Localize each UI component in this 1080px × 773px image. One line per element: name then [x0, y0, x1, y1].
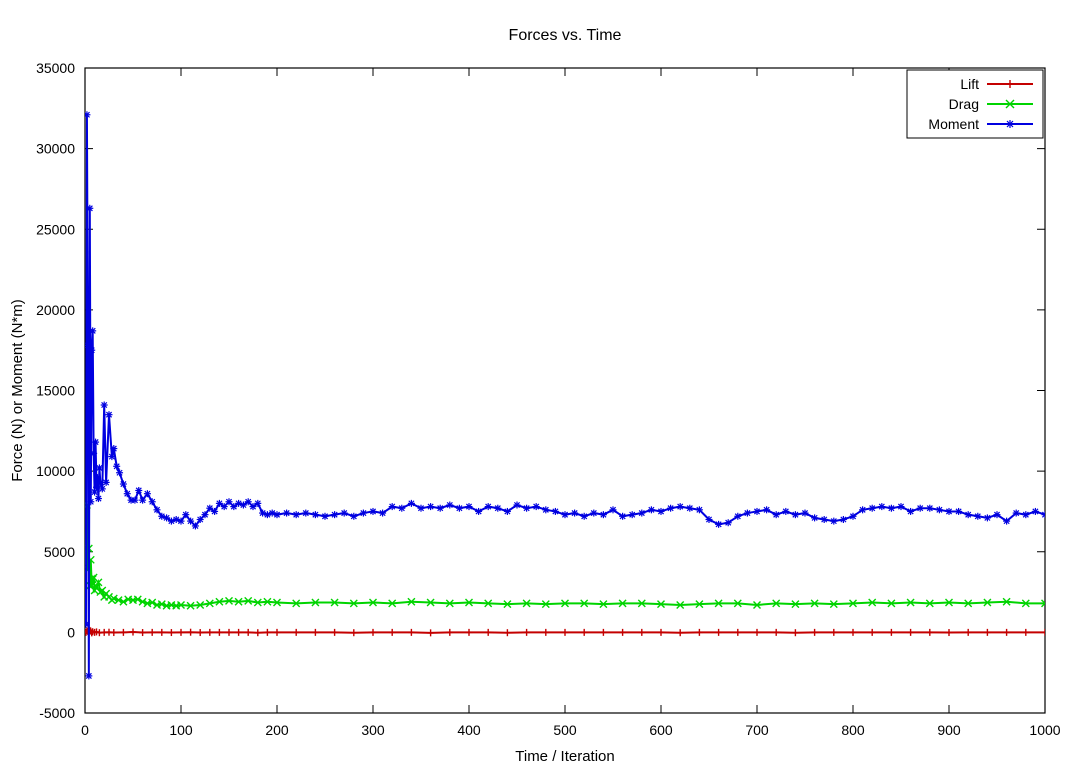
x-tick-label: 300: [361, 722, 385, 738]
x-axis-label: Time / Iteration: [515, 748, 614, 765]
y-axis-label: Force (N) or Moment (N*m): [9, 299, 26, 482]
x-tick-label: 900: [937, 722, 961, 738]
x-tick-label: 1000: [1029, 722, 1060, 738]
y-tick-label: -5000: [39, 705, 75, 721]
chart-container: 0 100 200 300 400 500 600 700 800 900 1000 -5000 0 50…: [0, 0, 1080, 773]
y-tick-label: 5000: [44, 544, 75, 560]
y-tick-label: 10000: [36, 463, 75, 479]
x-tick-label: 500: [553, 722, 577, 738]
x-tick-label: 0: [81, 722, 89, 738]
legend: Lift Drag Moment: [907, 70, 1043, 138]
y-tick-label: 35000: [36, 60, 75, 76]
legend-label-moment: Moment: [928, 116, 979, 132]
x-tick-label: 600: [649, 722, 673, 738]
y-tick-label: 25000: [36, 221, 75, 237]
legend-label-drag: Drag: [949, 96, 979, 112]
x-tick-label: 100: [169, 722, 193, 738]
y-tick-label: 30000: [36, 141, 75, 157]
x-tick-label: 200: [265, 722, 289, 738]
y-tick-label: 15000: [36, 383, 75, 399]
chart-title: Forces vs. Time: [509, 27, 622, 44]
legend-label-lift: Lift: [960, 76, 979, 92]
x-tick-label: 800: [841, 722, 865, 738]
x-tick-label: 700: [745, 722, 769, 738]
x-tick-label: 400: [457, 722, 481, 738]
y-tick-label: 0: [67, 624, 75, 640]
line-chart: 0 100 200 300 400 500 600 700 800 900 1000 -5000 0 50…: [0, 0, 1080, 773]
y-tick-label: 20000: [36, 302, 75, 318]
